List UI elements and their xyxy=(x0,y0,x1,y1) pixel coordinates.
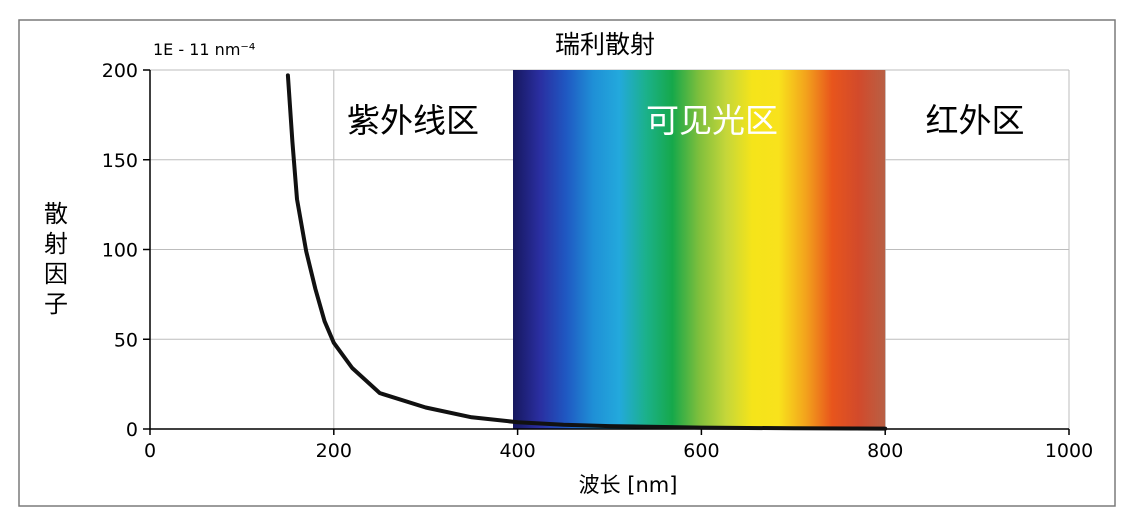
y-tick-label: 150 xyxy=(102,150,138,172)
region-label: 可见光区 xyxy=(646,101,778,140)
y-tick-label: 50 xyxy=(114,329,138,351)
chart-title: 瑞利散射 xyxy=(555,30,655,59)
scattering-curve xyxy=(285,73,888,431)
x-tick-label: 600 xyxy=(683,440,719,462)
y-axis-label-char: 因 xyxy=(44,260,68,288)
x-tick-label: 200 xyxy=(316,440,352,462)
y-axis-label-char: 子 xyxy=(44,290,68,318)
y-tick-label: 100 xyxy=(102,240,138,262)
visible-spectrum-band xyxy=(513,70,886,429)
y-axis-label-char: 散 xyxy=(44,200,68,228)
y-tick-label: 0 xyxy=(126,419,138,441)
region-label: 红外区 xyxy=(926,101,1025,140)
x-tick-label: 1000 xyxy=(1045,440,1093,462)
x-tick-label: 800 xyxy=(867,440,903,462)
x-axis-label: 波长 [nm] xyxy=(579,473,678,497)
axes: 0 50 100 150 200 0 200 400 600 800 1000 xyxy=(102,60,1093,462)
y-axis-label-char: 射 xyxy=(44,230,68,258)
x-tick-label: 400 xyxy=(499,440,535,462)
x-tick-label: 0 xyxy=(144,440,156,462)
scale-note: 1E - 11 nm⁻⁴ xyxy=(153,40,255,59)
region-label: 紫外线区 xyxy=(347,101,479,140)
series xyxy=(285,73,888,431)
y-tick-label: 200 xyxy=(102,60,138,82)
